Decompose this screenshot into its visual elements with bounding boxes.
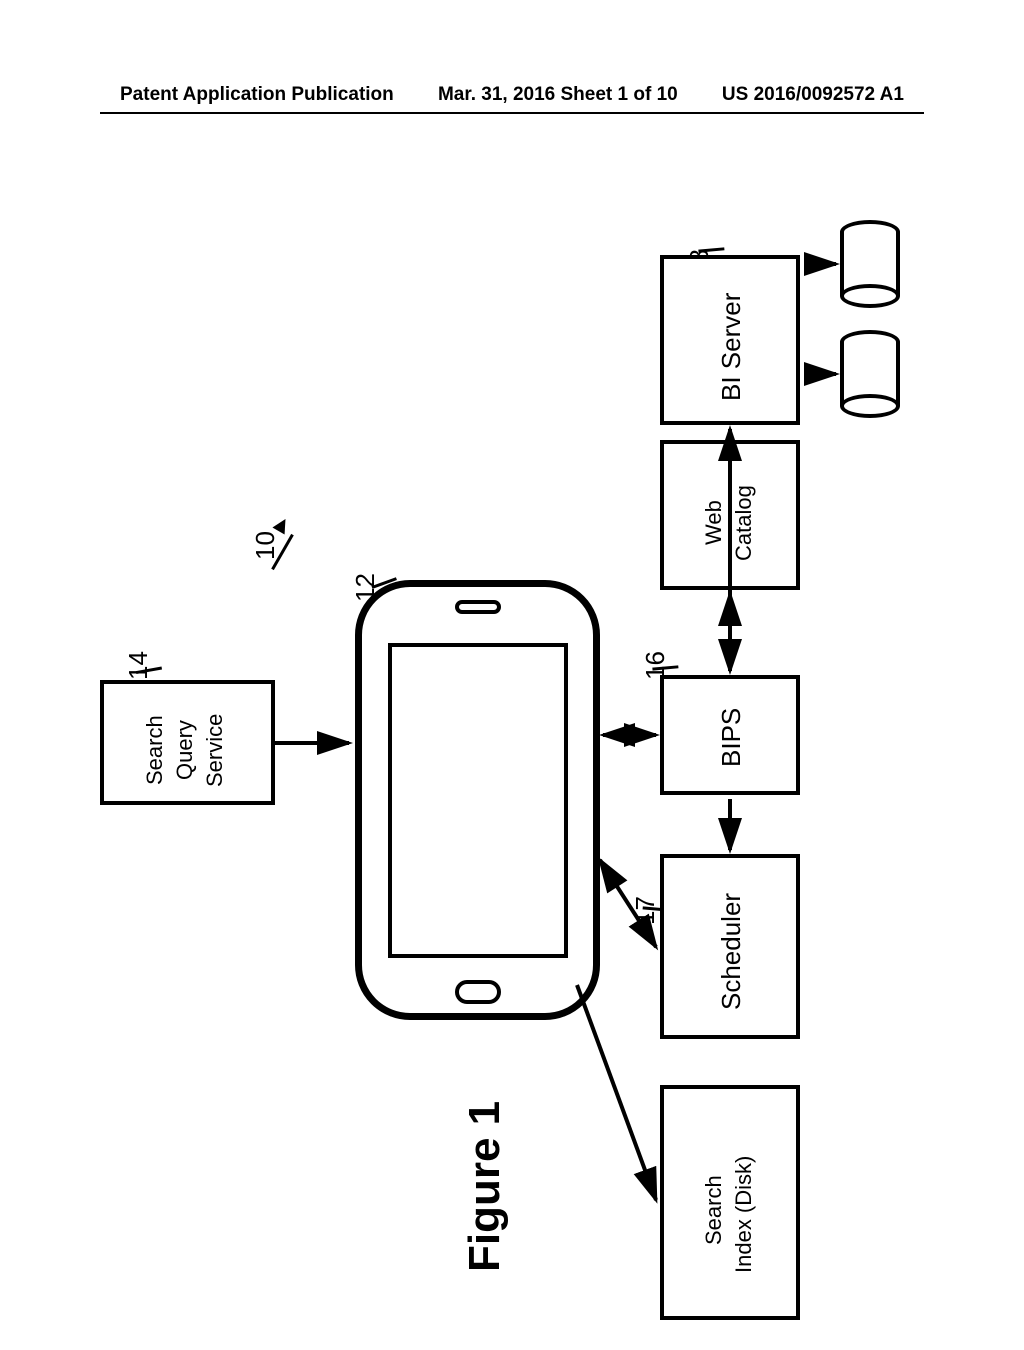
diagram-area: Figure 1 10 12 14 16 17 18 Search Query bbox=[80, 200, 860, 1070]
header-center: Mar. 31, 2016 Sheet 1 of 10 bbox=[438, 84, 678, 106]
header-right: US 2016/0092572 A1 bbox=[722, 84, 904, 106]
header-left: Patent Application Publication bbox=[120, 84, 394, 106]
arrow-phone-to-searchindex bbox=[577, 985, 656, 1200]
arrow-layer bbox=[80, 200, 860, 1350]
arrow-phone-to-scheduler bbox=[600, 860, 656, 947]
header-rule bbox=[100, 112, 924, 114]
